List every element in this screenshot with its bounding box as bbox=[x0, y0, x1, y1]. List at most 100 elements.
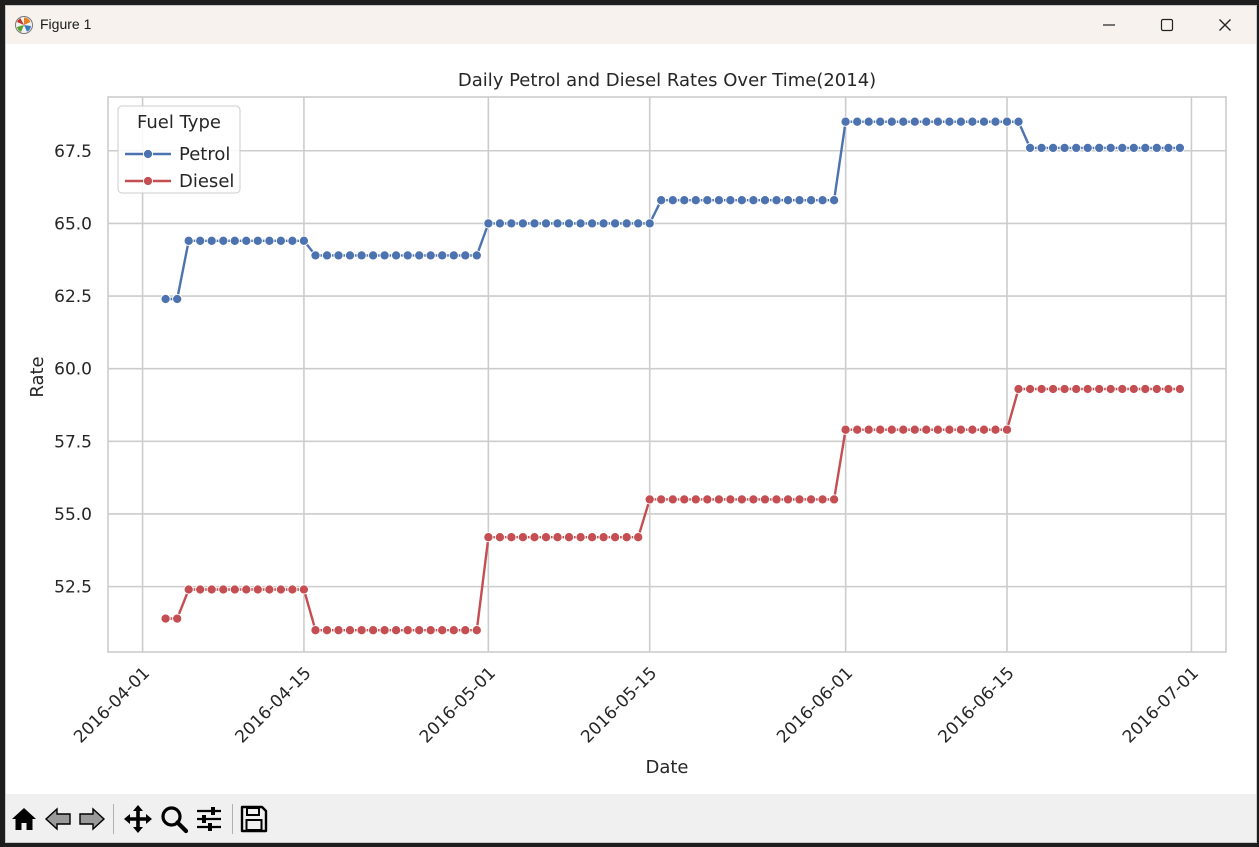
data-point bbox=[321, 250, 333, 261]
data-point bbox=[967, 424, 978, 435]
data-point bbox=[391, 250, 402, 261]
y-tick-label: 55.0 bbox=[54, 505, 92, 525]
series-diesel bbox=[160, 383, 1185, 636]
data-point bbox=[644, 494, 655, 505]
data-point bbox=[1174, 383, 1185, 395]
data-point bbox=[921, 116, 932, 127]
data-point bbox=[759, 494, 771, 505]
minimize-button[interactable] bbox=[1080, 6, 1138, 44]
data-point bbox=[817, 195, 828, 206]
series-layer bbox=[160, 116, 1185, 636]
data-point bbox=[356, 625, 367, 636]
close-button[interactable] bbox=[1196, 6, 1254, 44]
x-tick-label: 2016-06-15 bbox=[935, 663, 1019, 747]
legend-items: Petrol Diesel bbox=[125, 144, 234, 192]
data-point bbox=[875, 424, 886, 435]
y-tick-label: 57.5 bbox=[54, 432, 92, 452]
data-point bbox=[863, 424, 874, 435]
data-point bbox=[368, 625, 379, 636]
legend-title: Fuel Type bbox=[137, 112, 221, 133]
matplotlib-logo-icon bbox=[15, 16, 33, 34]
data-point bbox=[195, 584, 206, 595]
data-point bbox=[563, 532, 575, 543]
data-point bbox=[414, 625, 425, 636]
zoom-icon bbox=[161, 806, 189, 834]
data-point bbox=[978, 116, 990, 127]
data-point bbox=[587, 218, 598, 229]
maximize-button[interactable] bbox=[1138, 6, 1196, 44]
data-point bbox=[437, 250, 448, 261]
home-button[interactable] bbox=[7, 802, 41, 836]
y-tick-label: 67.5 bbox=[54, 142, 92, 162]
data-point bbox=[391, 625, 402, 636]
data-point bbox=[506, 532, 517, 543]
figure-window: Figure 1 52.5 55.0 57.5 60.0 62.5 65.0 67.5 20… bbox=[5, 5, 1257, 843]
data-point bbox=[206, 584, 217, 595]
data-point bbox=[909, 424, 920, 435]
configure-icon bbox=[197, 807, 221, 831]
data-point bbox=[160, 613, 171, 624]
forward-icon bbox=[79, 807, 106, 831]
y-tick-labels: 52.5 55.0 57.5 60.0 62.5 65.0 67.5 bbox=[54, 142, 92, 598]
data-point bbox=[1094, 142, 1105, 153]
data-point bbox=[483, 532, 494, 543]
data-point bbox=[610, 218, 621, 229]
data-point bbox=[344, 625, 356, 636]
legend-swatch-marker bbox=[142, 148, 154, 160]
configure-subplots-button[interactable] bbox=[192, 802, 226, 836]
data-point bbox=[587, 532, 598, 543]
pan-button[interactable] bbox=[121, 802, 155, 836]
y-tick-label: 65.0 bbox=[54, 214, 92, 234]
data-point bbox=[898, 424, 909, 435]
data-point bbox=[460, 250, 471, 261]
pan-icon bbox=[124, 805, 152, 833]
plot-area[interactable]: 52.5 55.0 57.5 60.0 62.5 65.0 67.5 2016-04-01 2… bbox=[6, 44, 1256, 794]
data-point bbox=[437, 625, 448, 636]
data-point bbox=[183, 584, 194, 595]
data-point bbox=[852, 424, 863, 435]
data-point bbox=[598, 218, 609, 229]
data-point bbox=[183, 235, 194, 246]
data-point bbox=[679, 195, 690, 206]
data-point bbox=[771, 494, 782, 505]
data-point bbox=[932, 116, 943, 127]
zoom-button[interactable] bbox=[157, 802, 191, 836]
back-button[interactable] bbox=[41, 802, 75, 836]
chart-title: Daily Petrol and Diesel Rates Over Time(… bbox=[458, 70, 876, 91]
toolbar-separator bbox=[113, 804, 114, 834]
legend-entry: Diesel bbox=[179, 171, 234, 192]
data-point bbox=[863, 116, 874, 127]
data-point bbox=[218, 584, 229, 595]
data-point bbox=[1025, 383, 1036, 395]
data-point bbox=[875, 116, 886, 127]
data-point bbox=[448, 250, 459, 261]
data-point bbox=[172, 613, 183, 624]
data-point bbox=[310, 625, 321, 636]
data-point bbox=[229, 584, 240, 595]
data-point bbox=[725, 195, 736, 206]
data-point bbox=[344, 250, 356, 261]
title-bar[interactable]: Figure 1 bbox=[6, 6, 1256, 44]
data-point bbox=[667, 195, 678, 206]
data-point bbox=[229, 235, 240, 246]
forward-button[interactable] bbox=[75, 802, 109, 836]
data-point bbox=[621, 532, 632, 543]
data-point bbox=[402, 625, 413, 636]
data-point bbox=[1013, 116, 1024, 127]
axes-background bbox=[108, 97, 1226, 652]
data-point bbox=[667, 494, 678, 505]
data-point bbox=[172, 293, 183, 305]
data-point bbox=[829, 494, 840, 505]
legend[interactable]: Fuel Type Petrol Diesel bbox=[117, 105, 241, 194]
data-point bbox=[806, 494, 817, 505]
minimize-icon bbox=[1103, 24, 1115, 26]
data-point bbox=[690, 494, 701, 505]
data-point bbox=[425, 625, 436, 636]
data-point bbox=[656, 195, 667, 206]
toolbar-separator bbox=[232, 804, 233, 834]
save-button[interactable] bbox=[237, 802, 271, 836]
data-point bbox=[1117, 383, 1128, 395]
data-point bbox=[1140, 383, 1151, 395]
data-point bbox=[241, 584, 252, 595]
data-point bbox=[483, 218, 494, 229]
